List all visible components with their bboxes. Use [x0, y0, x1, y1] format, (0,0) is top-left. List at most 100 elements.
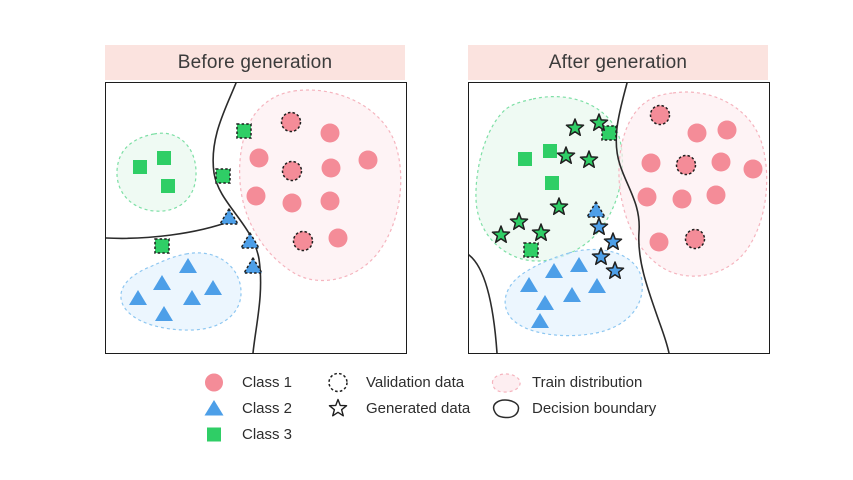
decision-boundary-curve [106, 220, 232, 240]
class3-validation-marker [601, 125, 617, 141]
class3-validation-marker [523, 242, 539, 258]
class3-train-distribution-region [116, 132, 197, 212]
class1-solid-marker [641, 153, 661, 173]
class3-generated-marker [579, 150, 599, 169]
legend-column-1: Class 1 Class 2 Class 3 [198, 369, 292, 447]
class3-square-icon [207, 427, 221, 441]
class3-generated-marker [556, 146, 576, 165]
class2-generated-marker [589, 217, 609, 236]
class3-solid-marker [161, 179, 175, 193]
legend-label-generated-data: Generated data [366, 399, 471, 417]
class2-solid-marker [179, 258, 197, 273]
class2-validation-marker [243, 257, 263, 274]
class1-solid-marker [328, 228, 348, 248]
class2-solid-marker [155, 306, 173, 321]
class2-generated-marker [603, 232, 623, 251]
class2-solid-marker [204, 280, 222, 295]
class2-solid-marker [545, 263, 563, 278]
legend-label-class-3: Class 3 [242, 425, 293, 443]
scatter-plot-before [105, 82, 407, 354]
class2-solid-marker [129, 290, 147, 305]
class2-generated-marker [591, 247, 611, 266]
decision-boundary-icon [492, 398, 520, 418]
class2-solid-marker [153, 275, 171, 290]
class1-solid-marker [249, 148, 269, 168]
class1-solid-marker [672, 189, 692, 209]
legend-label-class-2: Class 2 [242, 399, 293, 417]
class3-validation-marker [154, 238, 170, 254]
scatter-plot-after [468, 82, 770, 354]
class1-validation-marker [292, 230, 314, 252]
class3-generated-marker [491, 225, 511, 244]
class1-train-distribution-region [239, 89, 402, 282]
class1-solid-marker [706, 185, 726, 205]
class3-generated-marker [549, 197, 569, 216]
class1-circle-legend-swatch [205, 373, 223, 391]
legend-item-decision-boundary: Decision boundary [488, 395, 656, 421]
legend-label-decision-boundary: Decision boundary [532, 399, 657, 417]
validation-data-icon [328, 372, 348, 392]
class2-triangle-legend-swatch [204, 399, 224, 415]
class1-solid-marker [743, 159, 763, 179]
decision-boundary-curve [469, 254, 498, 353]
class3-generated-marker [589, 113, 609, 132]
class2-solid-marker [588, 278, 606, 293]
class2-solid-marker [536, 295, 554, 310]
class3-validation-marker [215, 168, 231, 184]
class1-solid-marker [711, 152, 731, 172]
class2-validation-marker [586, 201, 606, 218]
class2-solid-marker [520, 277, 538, 292]
validation-circle-legend-swatch [328, 372, 348, 392]
class3-solid-marker [518, 152, 532, 166]
legend-label-train-distribution: Train distribution [532, 373, 643, 391]
class1-validation-marker [684, 228, 706, 250]
legend-item-validation-data: Validation data [322, 369, 470, 395]
legend-item-class-3: Class 3 [198, 421, 292, 447]
class2-train-distribution-region [120, 252, 242, 331]
class1-solid-marker [649, 232, 669, 252]
class1-validation-marker [649, 104, 671, 126]
class3-generated-marker [531, 223, 551, 242]
legend-column-3: Train distribution Decision boundary [488, 369, 656, 421]
class1-validation-marker [280, 111, 302, 133]
panel-after-generation: After generation [468, 45, 770, 354]
legend: Class 1 Class 2 Class 3 Validation data Gene… [0, 369, 853, 469]
class1-solid-marker [687, 123, 707, 143]
class1-solid-marker [358, 150, 378, 170]
class1-solid-marker [320, 123, 340, 143]
class3-solid-marker [543, 144, 557, 158]
class2-generated-marker [605, 261, 625, 280]
legend-item-generated-data: Generated data [322, 395, 470, 421]
class3-square-legend-swatch [207, 427, 221, 441]
class2-solid-marker [570, 257, 588, 272]
class3-solid-marker [157, 151, 171, 165]
panel-before-generation: Before generation [105, 45, 407, 354]
class3-solid-marker [133, 160, 147, 174]
class1-solid-marker [637, 187, 657, 207]
class2-solid-marker [563, 287, 581, 302]
class2-solid-marker [183, 290, 201, 305]
panel-before-title: Before generation [177, 51, 333, 73]
class1-validation-marker [281, 160, 303, 182]
train-distribution-icon [491, 372, 521, 393]
class1-solid-marker [246, 186, 266, 206]
class2-validation-marker [219, 208, 239, 225]
class1-circle-icon [205, 373, 223, 391]
train-distribution-blob-legend-swatch [491, 372, 521, 393]
class1-solid-marker [282, 193, 302, 213]
class2-validation-marker [240, 232, 260, 249]
class3-generated-marker [565, 118, 585, 137]
decision-boundary-blob-legend-swatch [492, 398, 520, 418]
decision-boundary-curve [212, 83, 262, 353]
panel-before-header: Before generation [105, 45, 405, 80]
class1-validation-marker [675, 154, 697, 176]
generated-data-icon [328, 398, 348, 416]
legend-item-class-1: Class 1 [198, 369, 292, 395]
class3-validation-marker [236, 123, 252, 139]
legend-label-class-1: Class 1 [242, 373, 293, 391]
generated-star-legend-swatch [328, 398, 348, 416]
class3-generated-marker [509, 212, 529, 231]
legend-label-validation-data: Validation data [366, 373, 465, 391]
legend-item-train-distribution: Train distribution [488, 369, 656, 395]
class2-solid-marker [531, 313, 549, 328]
